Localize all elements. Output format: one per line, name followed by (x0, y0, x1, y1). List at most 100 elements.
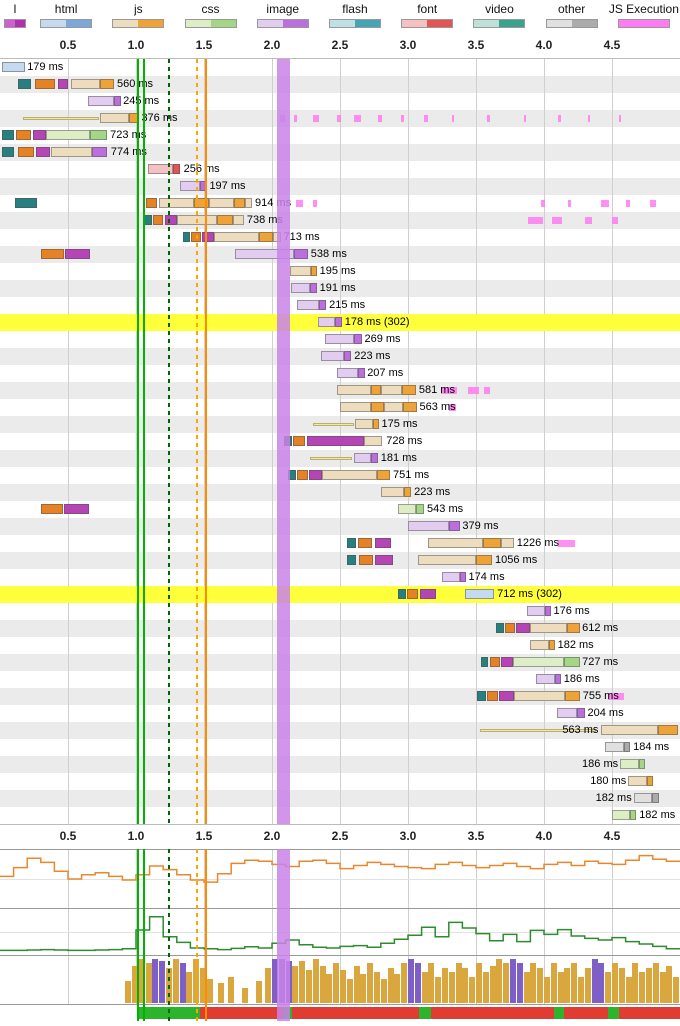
request-row[interactable]: 174 ms (0, 569, 680, 586)
request-row[interactable]: 256 ms (0, 161, 680, 178)
request-row[interactable]: 728 ms (0, 433, 680, 450)
request-time-label: 223 ms (354, 350, 391, 362)
request-bar-segment-js_l (51, 147, 92, 157)
request-bar-segment-img_l (87, 96, 115, 106)
request-row[interactable]: 223 ms (0, 348, 680, 365)
request-row[interactable]: 713 ms (0, 229, 680, 246)
request-bar-segment-js_l (208, 198, 234, 208)
axis-tick-label: 3.0 (399, 829, 417, 843)
request-row[interactable]: 182 ms (0, 807, 680, 824)
request-bar-segment-css_l (398, 504, 417, 514)
main-thread-activity-bar (557, 972, 564, 1003)
request-row[interactable]: 175 ms (0, 416, 680, 433)
legend-swatch-light (113, 20, 139, 27)
request-bar-segment-js_l (628, 776, 647, 786)
legend-item-label: video (485, 2, 514, 16)
request-row[interactable]: 376 ms (0, 110, 680, 127)
request-bar-segment-ssl (419, 589, 436, 599)
request-bar-segment-img_d (448, 521, 460, 531)
request-row[interactable]: 563 ms (0, 722, 680, 739)
request-row[interactable]: 182 ms (0, 637, 680, 654)
request-row[interactable]: 184 ms (0, 739, 680, 756)
request-row[interactable]: 751 ms (0, 467, 680, 484)
request-row[interactable]: 195 ms (0, 263, 680, 280)
request-bar-segment-queue (480, 729, 596, 732)
request-row[interactable]: 245 ms (0, 93, 680, 110)
axis-tick-label: 1.0 (127, 829, 145, 843)
request-row[interactable]: 563 ms (0, 399, 680, 416)
legend-swatch-light (618, 20, 644, 27)
js-execution-mark (296, 200, 303, 207)
legend-swatch (40, 19, 93, 28)
request-row[interactable]: 191 ms (0, 280, 680, 297)
main-thread-activity-bar (285, 961, 292, 1003)
request-row[interactable]: 179 ms (0, 59, 680, 76)
request-row[interactable]: 176 ms (0, 603, 680, 620)
request-bar-segment-conn (407, 589, 419, 599)
request-bar-segment-js_l (363, 436, 383, 446)
legend-swatch (328, 19, 381, 28)
request-bar-segment-js_d (310, 266, 317, 276)
request-bar-segment-conn (297, 470, 309, 480)
request-row[interactable]: 1226 ms (0, 535, 680, 552)
request-row[interactable]: 538 ms (0, 246, 680, 263)
js-execution-mark (587, 115, 590, 122)
request-row[interactable]: 186 ms (0, 756, 680, 773)
js-execution-mark (280, 115, 285, 122)
request-row[interactable]: 379 ms (0, 518, 680, 535)
request-row[interactable]: 727 ms (0, 654, 680, 671)
request-row[interactable]: 612 ms (0, 620, 680, 637)
request-row[interactable]: 560 ms (0, 76, 680, 93)
request-bar-segment-js_l (383, 402, 403, 412)
request-bar-segment-ssl (374, 538, 391, 548)
request-row[interactable]: 186 ms (0, 671, 680, 688)
request-row[interactable]: 755 ms (0, 688, 680, 705)
request-bar-segment-other_l (633, 793, 653, 803)
legend-item-label: flash (342, 2, 368, 16)
request-row[interactable]: 712 ms (302) (0, 586, 680, 603)
request-bar-segment-css_d (90, 130, 107, 140)
legend-swatch-light (474, 20, 500, 27)
request-row[interactable]: 204 ms (0, 705, 680, 722)
request-row[interactable]: 723 ms (0, 127, 680, 144)
request-bar-segment-img_d (114, 96, 122, 106)
request-row[interactable]: 774 ms (0, 144, 680, 161)
request-bar-segment-js_d (402, 402, 417, 412)
request-time-label: 560 ms (116, 78, 154, 90)
request-row[interactable]: 738 ms (0, 212, 680, 229)
main-thread-activity-bar (639, 972, 646, 1003)
main-thread-activity-bar (489, 965, 496, 1003)
request-row[interactable]: 1056 ms (0, 552, 680, 569)
request-bar-segment-dns (346, 555, 357, 565)
request-bar-segment-img_d (335, 317, 342, 327)
request-row[interactable]: 181 ms (0, 450, 680, 467)
request-row[interactable]: 197 ms (0, 178, 680, 195)
bottom-charts (0, 849, 680, 1021)
request-row[interactable]: 581 ms (0, 382, 680, 399)
legend-swatch-dark (15, 20, 25, 27)
request-bar-segment-img_d (577, 708, 585, 718)
request-time-label: 543 ms (427, 503, 464, 515)
request-row[interactable]: 180 ms (0, 773, 680, 790)
request-row[interactable]: 215 ms (0, 297, 680, 314)
request-row[interactable]: 914 ms (0, 195, 680, 212)
interactive-segment (138, 1007, 200, 1019)
request-bar-segment-ssl (58, 79, 68, 89)
legend-item-label: other (557, 2, 586, 16)
request-row[interactable]: 182 ms (0, 790, 680, 807)
js-execution-mark (552, 217, 562, 224)
request-row[interactable]: 178 ms (302) (0, 314, 680, 331)
request-row[interactable]: 269 ms (0, 331, 680, 348)
page-interactive-strip (0, 1005, 680, 1021)
request-row[interactable]: 543 ms (0, 501, 680, 518)
interactive-segment (418, 1007, 432, 1019)
main-thread-activity-bar (625, 976, 632, 1003)
request-bar-segment-img_l (408, 521, 449, 531)
main-thread-activity-bar (510, 959, 516, 1003)
js-execution-mark (293, 115, 298, 122)
request-row[interactable]: 207 ms (0, 365, 680, 382)
request-row[interactable]: 223 ms (0, 484, 680, 501)
main-thread-activity-bar (265, 967, 272, 1003)
legend-swatch-dark (354, 20, 380, 27)
axis-tick-label: 4.0 (535, 829, 553, 843)
